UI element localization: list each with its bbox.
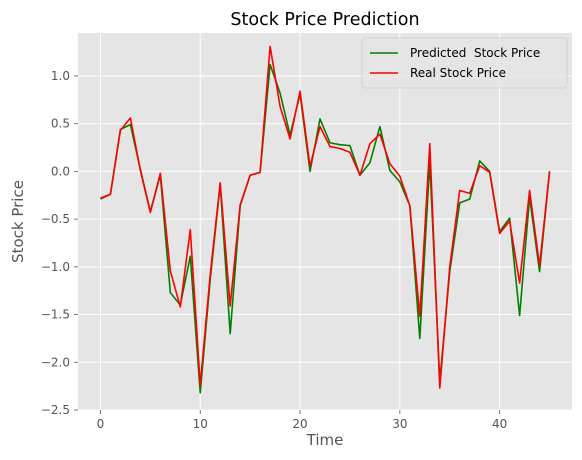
legend-box: [361, 37, 568, 89]
series-layer: [100, 45, 551, 394]
legend-label: Predicted Stock Price: [410, 46, 540, 60]
plot-background: [78, 33, 572, 410]
y-tick-label: 0.5: [51, 117, 70, 131]
y-tick-label: −1.5: [41, 308, 70, 322]
legend-label: Real Stock Price: [410, 66, 506, 80]
x-tick-label: 20: [292, 417, 307, 431]
x-axis-label: Time: [306, 431, 344, 449]
chart-title: Stock Price Prediction: [230, 10, 419, 30]
legend: Predicted Stock Price Real Stock Price: [361, 37, 568, 89]
y-tick-label: −2.0: [41, 355, 70, 369]
y-tick-label: −0.5: [41, 212, 70, 226]
x-tick-label: 30: [392, 417, 407, 431]
y-axis-label: Stock Price: [9, 180, 27, 263]
x-tick-label: 0: [97, 417, 105, 431]
y-tick-label: −2.5: [41, 403, 70, 417]
x-tick-label: 10: [193, 417, 208, 431]
x-tick-label: 40: [492, 417, 507, 431]
y-tick-label: 0.0: [51, 164, 70, 178]
y-tick-label: −1.0: [41, 260, 70, 274]
tick-layer: 0 10 20 30 40 −2.5 −2.0 −1.5 −1.0 −0.5 0.0 0.5 1.0: [41, 69, 507, 431]
series-line: [100, 45, 551, 389]
y-tick-label: 1.0: [51, 69, 70, 83]
